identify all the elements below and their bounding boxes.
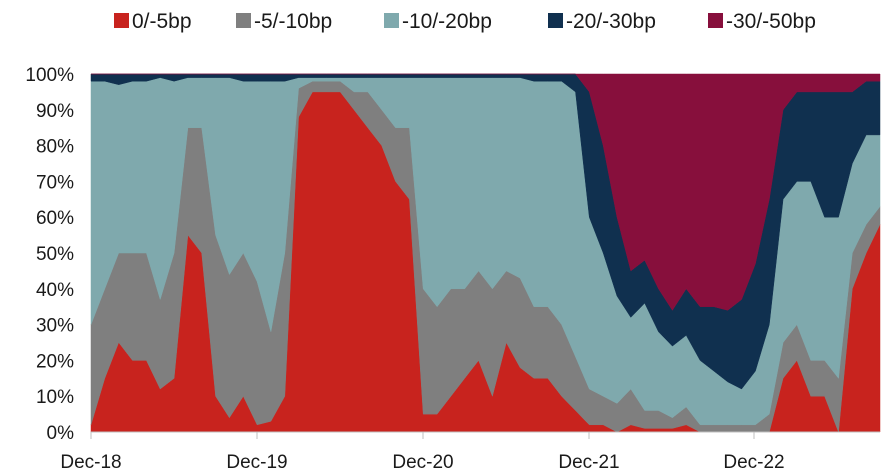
legend-item: 0/-5bp	[114, 10, 192, 33]
legend-label: 0/-5bp	[132, 10, 192, 33]
y-tick-label: 50%	[36, 244, 74, 265]
legend-label: -5/-10bp	[254, 10, 332, 33]
legend-item: -30/-50bp	[708, 10, 816, 33]
y-tick-label: 100%	[25, 65, 74, 86]
y-tick-label: 20%	[36, 351, 74, 372]
x-tick-label: Dec-18	[60, 452, 121, 473]
x-tick-label: Dec-19	[226, 452, 287, 473]
legend-item: -20/-30bp	[548, 10, 656, 33]
y-tick-label: 40%	[36, 280, 74, 301]
y-tick-label: 30%	[36, 316, 74, 337]
x-tick-label: Dec-22	[723, 452, 784, 473]
legend-label: -20/-30bp	[566, 10, 656, 33]
y-tick-label: 60%	[36, 208, 74, 229]
legend-swatch	[236, 13, 251, 28]
legend: 0/-5bp -5/-10bp -10/-20bp -20/-30bp -30/-50b…	[114, 10, 816, 33]
legend-swatch	[708, 13, 723, 28]
legend-swatch	[384, 13, 399, 28]
y-tick-label: 70%	[36, 172, 74, 193]
legend-swatch	[548, 13, 563, 28]
legend-item: -5/-10bp	[236, 10, 332, 33]
area-series-4	[91, 73, 881, 311]
legend-label: -30/-50bp	[726, 10, 816, 33]
x-axis: Dec-18 Dec-19 Dec-20 Dec-21 Dec-22	[60, 431, 880, 473]
x-tick-label: Dec-21	[558, 452, 619, 473]
y-tick-label: 0%	[47, 423, 75, 444]
y-axis: 0% 10% 20% 30% 40% 50% 60% 70% 80% 90% 100%	[25, 65, 74, 444]
y-tick-label: 80%	[36, 137, 74, 158]
x-tick-label: Dec-20	[392, 452, 453, 473]
legend-label: -10/-20bp	[402, 10, 492, 33]
plot-areas	[90, 73, 881, 433]
legend-item: -10/-20bp	[384, 10, 492, 33]
y-tick-label: 10%	[36, 387, 74, 408]
y-tick-label: 90%	[36, 101, 74, 122]
legend-swatch	[114, 13, 129, 28]
